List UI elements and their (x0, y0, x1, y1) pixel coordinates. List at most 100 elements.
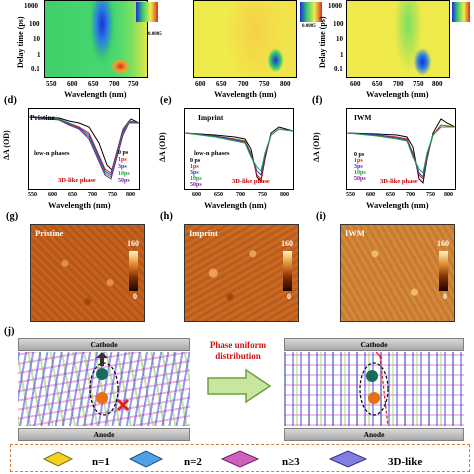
heatmap-c-xtick: 650 (372, 80, 383, 88)
legend-n3: n≥3 (282, 456, 300, 468)
spectra-d-xtick: 650 (68, 192, 77, 198)
spectra-f-xlabel: Wavelength (nm) (366, 200, 429, 210)
heatmap-ylabel-a: Delay time (ps) (16, 16, 25, 68)
spectra-e-lown-annotation: low-n phases (194, 150, 230, 157)
spectra-d-legend: 0 ps (118, 150, 129, 156)
spectra-d-xtick: 700 (88, 192, 97, 198)
legend-n2: n=2 (184, 456, 202, 468)
heatmap-a-ytick: 1 (37, 51, 41, 59)
spectra-d-title: Pristine (30, 113, 55, 122)
transition-label: Phase uniform distribution (209, 340, 267, 361)
spectra-f-ylabel: ΔA (OD) (312, 132, 321, 162)
spectra-f-title: IWM (354, 113, 372, 122)
phase-legend (10, 444, 470, 472)
panel-label-j: (j) (4, 326, 15, 337)
afm-i-scale-max: 160 (437, 239, 449, 248)
spectra-e-legend: 1ps (190, 164, 199, 170)
panel-label-g: (g) (6, 211, 19, 222)
afm-h-title: Imprint (189, 228, 218, 238)
heatmap-a (44, 0, 148, 78)
afm-g-scale-max: 160 (127, 239, 139, 248)
afm-g-scale-min: 0 (133, 292, 137, 301)
perovskite-layer-right (284, 352, 464, 426)
spectra-d-axes (28, 108, 140, 190)
spectra-f-3d-annotation: 3D-like phase (380, 178, 418, 185)
n3-icon (220, 450, 260, 468)
anode-right: Anode (284, 428, 464, 441)
colorbar-a (136, 2, 158, 22)
spectra-f-legend: 3ps (354, 164, 363, 170)
transition-arrow (207, 368, 272, 404)
panel-label-f: (f) (312, 95, 323, 106)
spectra-e-xtick: 600 (192, 192, 201, 198)
heatmap-c-xtick: 700 (393, 80, 404, 88)
spectra-d-legend: 3ps (118, 164, 127, 170)
spectra-e-xlabel: Wavelength (nm) (204, 200, 267, 210)
spectra-f-xtick: 700 (406, 192, 415, 198)
spectra-f-xtick: 600 (366, 192, 375, 198)
heatmap-a-ytick: 10 (33, 35, 40, 43)
spectra-f-legend: 1ps (354, 158, 363, 164)
afm-g-scalebar (129, 251, 138, 291)
heatmap-a-ytick: 100 (29, 20, 40, 28)
heatmap-c-xtick: 600 (350, 80, 361, 88)
heatmap-b-xtick: 750 (259, 80, 270, 88)
spectra-e-legend: 10ps (190, 176, 202, 182)
spectra-e-curves (184, 126, 294, 183)
afm-i-scale-min: 0 (443, 292, 447, 301)
3d-like-icon (328, 450, 368, 468)
panel-label-i: (i) (316, 211, 326, 222)
cathode-left: Cathode (18, 338, 190, 351)
colorbar-c (452, 2, 470, 22)
heatmap-c-ytick: 1000 (328, 2, 342, 10)
heatmap-a-xtick: 750 (128, 80, 139, 88)
heatmap-a-ytick: 1000 (24, 2, 38, 10)
afm-image-g: Pristine 160 0 (30, 224, 145, 322)
afm-h-scalebar (283, 251, 292, 291)
legend-n1: n=1 (92, 456, 110, 468)
panel-label-d: (d) (4, 95, 17, 106)
colorbar-a-value: 0.0005 (148, 32, 162, 37)
afm-image-i: IWM 160 0 (340, 224, 455, 322)
spectra-d-legend: 10ps (118, 171, 130, 177)
heatmap-b-xtick: 700 (238, 80, 249, 88)
spectra-e-legend: 0 ps (190, 158, 201, 164)
spectra-f-curves (346, 118, 456, 185)
afm-image-h: Imprint 160 0 (184, 224, 299, 322)
spectra-d-xlabel: Wavelength (nm) (48, 200, 111, 210)
heatmap-c-ytick: 10 (336, 35, 343, 43)
heatmap-c-ytick: 0.1 (334, 65, 343, 73)
spectra-f-legend: 50ps (354, 176, 366, 182)
spectra-e-ylabel: ΔA (OD) (158, 132, 167, 162)
spectra-d-3d-annotation: 3D-like phase (58, 177, 96, 184)
heatmap-b-xtick: 800 (280, 80, 291, 88)
heatmap-a-xtick: 650 (88, 80, 99, 88)
spectra-d-xtick: 600 (48, 192, 57, 198)
heatmap-b (193, 0, 297, 78)
heatmap-a-xtick: 600 (67, 80, 78, 88)
heatmap-c-xlabel: Wavelength (nm) (366, 89, 429, 99)
heatmap-c-ytick: 1 (340, 51, 344, 59)
colorbar-b (300, 2, 322, 22)
heatmap-a-xlabel: Wavelength (nm) (64, 89, 127, 99)
spectra-d-curves (28, 116, 140, 180)
heatmap-b-xtick: 600 (195, 80, 206, 88)
cathode-right: Cathode (284, 338, 464, 351)
spectra-f-legend: 10ps (354, 170, 366, 176)
spectra-e-xtick: 700 (236, 192, 245, 198)
spectra-e-xtick: 750 (258, 192, 267, 198)
afm-g-title: Pristine (35, 228, 64, 238)
spectra-d-ylabel: ΔA (OD) (2, 130, 11, 160)
spectra-d-xtick: 550 (28, 192, 37, 198)
heatmap-c (346, 0, 450, 78)
spectra-d-lown-annotation: low-n phases (34, 150, 70, 157)
heatmap-a-xtick: 550 (46, 80, 57, 88)
spectra-e-3d-annotation: 3D-like phase (232, 178, 270, 185)
spectra-e-legend: 3ps (190, 170, 199, 176)
panel-label-h: (h) (160, 211, 173, 222)
afm-i-title: IWM (345, 228, 365, 238)
heatmap-c-ytick: 100 (333, 20, 344, 28)
spectra-e-title: Imprint (198, 113, 224, 122)
spectra-e-axes (184, 108, 294, 190)
colorbar-b-value: 0.0005 (302, 24, 316, 29)
